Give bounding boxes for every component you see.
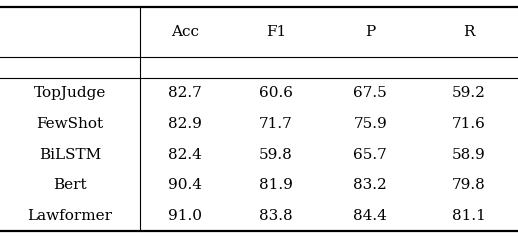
Text: 79.8: 79.8 — [452, 178, 486, 192]
Text: 90.4: 90.4 — [168, 178, 202, 192]
Text: TopJudge: TopJudge — [34, 86, 106, 100]
Text: 58.9: 58.9 — [452, 148, 486, 162]
Text: 82.7: 82.7 — [168, 86, 202, 100]
Text: 83.8: 83.8 — [259, 209, 293, 223]
Text: 82.9: 82.9 — [168, 117, 202, 131]
Text: 71.6: 71.6 — [452, 117, 486, 131]
Text: P: P — [365, 25, 376, 39]
Text: 65.7: 65.7 — [353, 148, 387, 162]
Text: 75.9: 75.9 — [353, 117, 387, 131]
Text: 84.4: 84.4 — [353, 209, 387, 223]
Text: 59.8: 59.8 — [259, 148, 293, 162]
Text: Lawformer: Lawformer — [27, 209, 112, 223]
Text: 59.2: 59.2 — [452, 86, 486, 100]
Text: 71.7: 71.7 — [259, 117, 293, 131]
Text: 81.9: 81.9 — [259, 178, 293, 192]
Text: Bert: Bert — [53, 178, 87, 192]
Text: F1: F1 — [266, 25, 286, 39]
Text: 67.5: 67.5 — [353, 86, 387, 100]
Text: 82.4: 82.4 — [168, 148, 202, 162]
Text: R: R — [463, 25, 474, 39]
Text: Acc: Acc — [171, 25, 199, 39]
Text: 91.0: 91.0 — [168, 209, 202, 223]
Text: 83.2: 83.2 — [353, 178, 387, 192]
Text: FewShot: FewShot — [36, 117, 104, 131]
Text: 81.1: 81.1 — [452, 209, 486, 223]
Text: BiLSTM: BiLSTM — [39, 148, 101, 162]
Text: 60.6: 60.6 — [259, 86, 293, 100]
